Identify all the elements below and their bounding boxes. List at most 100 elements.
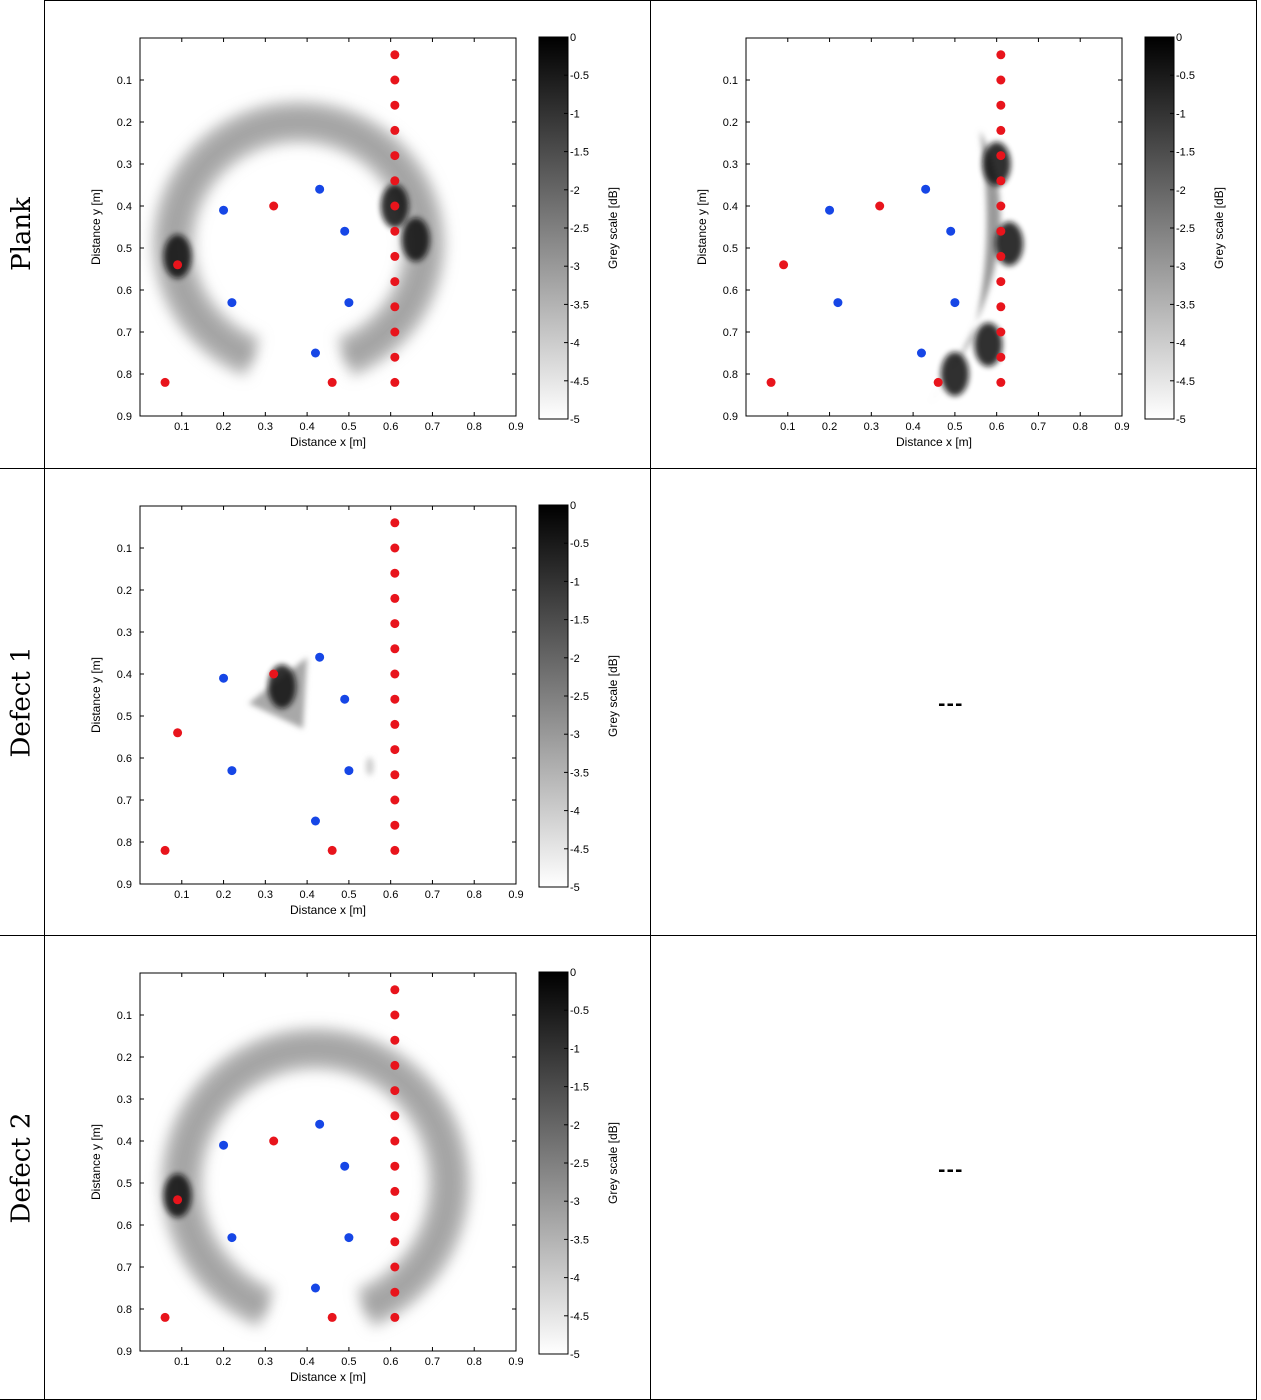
empty-cell-placeholder: --- xyxy=(938,1160,964,1181)
colorbar-tick-label: -2.5 xyxy=(570,1158,589,1170)
heat-blob xyxy=(365,757,374,776)
blue-marker xyxy=(946,226,956,236)
colorbar-tick-label: -1.5 xyxy=(570,615,589,627)
red-marker xyxy=(996,201,1006,211)
red-marker xyxy=(269,669,279,679)
colorbar-tick-label: -3.5 xyxy=(570,299,589,311)
y-tick-label: 0.5 xyxy=(117,711,132,723)
table-border xyxy=(650,0,651,1400)
y-tick-label: 0.7 xyxy=(117,795,132,807)
red-marker xyxy=(390,669,400,679)
row-label-defect-1: Defect 1 xyxy=(7,645,37,758)
red-marker xyxy=(390,568,400,578)
y-tick-label: 0.9 xyxy=(723,411,738,423)
blue-marker xyxy=(344,766,354,776)
colorbar-tick-label: 0 xyxy=(570,500,576,512)
blue-marker xyxy=(340,1161,350,1171)
colorbar-tick-label: -1 xyxy=(1176,108,1186,120)
red-marker xyxy=(996,377,1006,387)
red-marker xyxy=(390,327,400,337)
heat-hotspot xyxy=(401,217,430,262)
y-tick-label: 0.8 xyxy=(723,369,738,381)
red-marker xyxy=(390,100,400,110)
blue-marker xyxy=(344,298,354,308)
x-axis-label: Distance x [m] xyxy=(290,903,366,917)
chart-defect-1: 0.1 0.2 0.3 0.4 0.5 0.6 0.7 0.8 0.9 0.1 0.2 0.3 0.4 0… xyxy=(89,500,620,917)
colorbar-tick-label: -2 xyxy=(1176,185,1186,197)
red-marker xyxy=(390,845,400,855)
red-marker xyxy=(996,125,1006,135)
blue-marker xyxy=(833,298,843,308)
blue-marker xyxy=(219,205,229,215)
colorbar-tick-label: -2 xyxy=(570,185,580,197)
x-tick-label: 0.6 xyxy=(383,889,398,901)
y-tick-label: 0.1 xyxy=(117,543,132,555)
axes-frame xyxy=(139,37,517,417)
x-tick-label: 0.3 xyxy=(258,889,273,901)
colorbar xyxy=(1144,36,1175,420)
colorbar-tick-label: -2.5 xyxy=(1176,223,1195,235)
heatmap-layer xyxy=(152,101,445,377)
blue-marker xyxy=(219,1140,229,1150)
red-marker xyxy=(390,176,400,186)
red-marker xyxy=(996,302,1006,312)
x-tick-label: 0.3 xyxy=(258,421,273,433)
heat-hotspot xyxy=(974,322,1003,367)
x-axis-label: Distance x [m] xyxy=(896,435,972,449)
y-tick-label: 0.7 xyxy=(117,1262,132,1274)
colorbar-tick-label: -1 xyxy=(570,1043,580,1055)
y-tick-label: 0.8 xyxy=(117,837,132,849)
y-tick-label: 0.6 xyxy=(117,285,132,297)
blue-marker xyxy=(227,298,237,308)
blue-marker xyxy=(921,184,931,194)
y-tick-label: 0.3 xyxy=(117,1094,132,1106)
red-marker xyxy=(996,176,1006,186)
y-tick-label: 0.4 xyxy=(723,201,738,213)
red-marker xyxy=(996,50,1006,60)
red-marker xyxy=(269,1136,279,1146)
red-marker xyxy=(390,770,400,780)
x-tick-label: 0.5 xyxy=(341,889,356,901)
empty-cell-placeholder: --- xyxy=(938,694,964,715)
heatmap-layer xyxy=(161,1028,470,1327)
red-marker xyxy=(996,151,1006,161)
colorbar-tick-label: -0.5 xyxy=(570,1005,589,1017)
y-tick-label: 0.6 xyxy=(117,753,132,765)
colorbar-tick-label: -4 xyxy=(1176,338,1186,350)
red-marker xyxy=(327,845,337,855)
red-marker xyxy=(996,226,1006,236)
red-marker xyxy=(390,619,400,629)
colorbar-tick-label: -3 xyxy=(570,729,580,741)
colorbar-tick-label: 0 xyxy=(1176,32,1182,44)
table-border xyxy=(0,468,1257,469)
y-tick-label: 0.9 xyxy=(117,879,132,891)
red-marker xyxy=(996,251,1006,261)
colorbar-tick-label: -3 xyxy=(570,261,580,273)
x-tick-label: 0.9 xyxy=(508,889,523,901)
red-marker xyxy=(390,1287,400,1297)
red-marker xyxy=(390,1212,400,1222)
red-marker xyxy=(390,201,400,211)
y-tick-label: 0.3 xyxy=(117,627,132,639)
colorbar-tick-label: -4 xyxy=(570,338,580,350)
colorbar-tick-label: -2.5 xyxy=(570,223,589,235)
y-tick-label: 0.8 xyxy=(117,1304,132,1316)
red-marker xyxy=(390,75,400,85)
x-tick-label: 0.9 xyxy=(508,1356,523,1368)
red-marker xyxy=(390,1010,400,1020)
red-marker xyxy=(390,795,400,805)
y-axis-label: Distance y [m] xyxy=(695,189,709,265)
table-border xyxy=(44,0,45,1400)
red-marker xyxy=(390,694,400,704)
blue-marker xyxy=(315,652,325,662)
red-marker xyxy=(390,719,400,729)
chart-defect-2: 0.1 0.2 0.3 0.4 0.5 0.6 0.7 0.8 0.9 0.1 0.2 0.3 0.4 0… xyxy=(89,967,620,1384)
heat-ring-core xyxy=(174,1041,457,1315)
x-tick-label: 0.5 xyxy=(341,421,356,433)
x-tick-label: 0.8 xyxy=(1073,421,1088,433)
table-border xyxy=(44,0,1257,1)
y-tick-label: 0.1 xyxy=(117,1010,132,1022)
red-marker xyxy=(390,277,400,287)
x-tick-label: 0.3 xyxy=(258,1356,273,1368)
